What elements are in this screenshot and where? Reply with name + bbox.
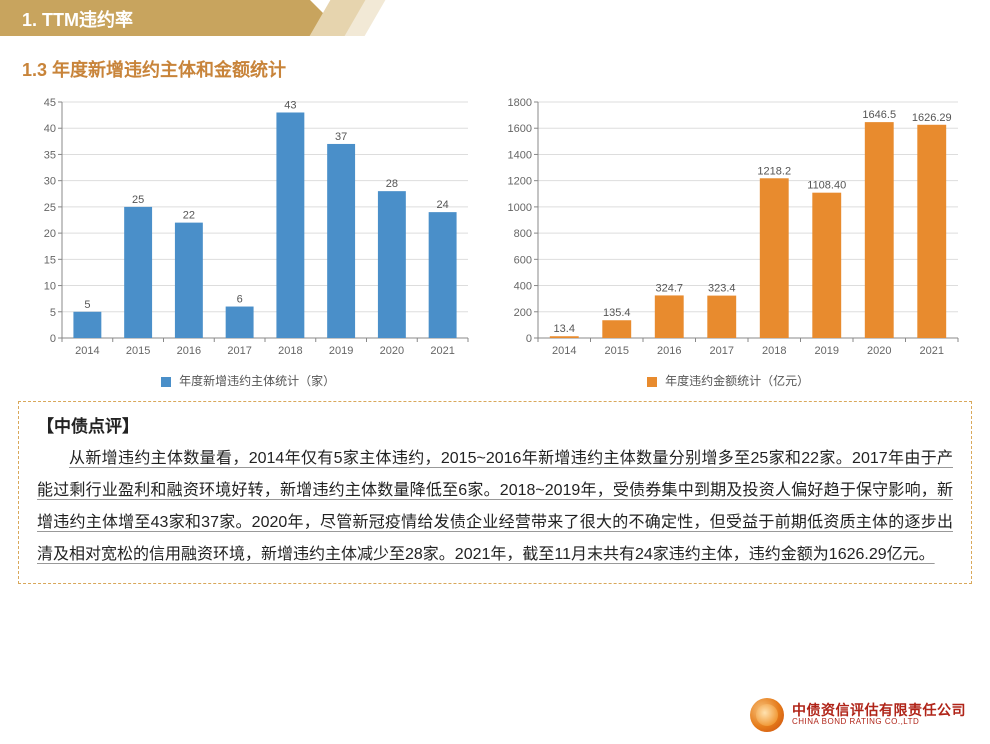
chart-default-amount: 0 200 400 600 800 1000 1200 1400 1600 1800 13.4 201… [488,88,968,389]
svg-text:1000: 1000 [508,202,532,214]
svg-text:1626.29: 1626.29 [912,112,952,124]
svg-text:37: 37 [335,131,347,143]
commentary-box: 【中债点评】 从新增违约主体数量看，2014年仅有5家主体违约，2015~201… [18,401,972,584]
svg-text:2014: 2014 [552,345,576,357]
svg-text:0: 0 [526,333,532,345]
svg-text:2016: 2016 [177,345,201,357]
chart-defaulting-entities: 0 5 10 15 20 25 30 35 40 45 5 2014 25 2015 22 2016 6 2017… [18,88,478,389]
svg-text:2018: 2018 [278,345,302,357]
logo-company-cn: 中债资信评估有限责任公司 [792,703,966,718]
footer-logo: 中债资信评估有限责任公司 CHINA BOND RATING CO.,LTD [750,698,966,732]
svg-text:2021: 2021 [430,345,454,357]
svg-text:400: 400 [514,281,532,293]
svg-text:1800: 1800 [508,97,532,109]
legend-label-right: 年度违约金额统计（亿元） [665,374,809,388]
svg-text:15: 15 [44,254,56,266]
svg-text:40: 40 [44,123,56,135]
svg-text:1646.5: 1646.5 [862,109,896,121]
svg-text:10: 10 [44,281,56,293]
svg-text:200: 200 [514,307,532,319]
logo-company-en: CHINA BOND RATING CO.,LTD [792,718,966,727]
legend-label-left: 年度新增违约主体统计（家） [179,374,335,388]
legend-swatch-right [647,377,657,387]
svg-text:5: 5 [50,307,56,319]
svg-text:1108.40: 1108.40 [807,180,846,192]
svg-text:45: 45 [44,97,56,109]
section-subtitle: 1.3 年度新增违约主体和金额统计 [22,56,990,82]
svg-text:2020: 2020 [867,345,891,357]
svg-text:35: 35 [44,149,56,161]
svg-text:2014: 2014 [75,345,99,357]
svg-text:2021: 2021 [920,345,944,357]
svg-text:2015: 2015 [126,345,150,357]
svg-text:6: 6 [237,294,243,306]
svg-text:600: 600 [514,254,532,266]
svg-text:2017: 2017 [710,345,734,357]
svg-text:0: 0 [50,333,56,345]
svg-text:2019: 2019 [329,345,353,357]
svg-text:30: 30 [44,176,56,188]
svg-text:1218.2: 1218.2 [757,165,791,177]
svg-text:24: 24 [437,199,449,211]
chart-left-legend: 年度新增违约主体统计（家） [18,372,478,389]
charts-row: 0 5 10 15 20 25 30 35 40 45 5 2014 25 2015 22 2016 6 2017… [0,88,990,389]
svg-text:2016: 2016 [657,345,681,357]
svg-text:25: 25 [132,194,144,206]
svg-text:2020: 2020 [380,345,404,357]
commentary-title: 【中债点评】 [37,412,953,437]
logo-text: 中债资信评估有限责任公司 CHINA BOND RATING CO.,LTD [792,703,966,727]
svg-text:2015: 2015 [605,345,629,357]
svg-text:43: 43 [284,99,296,111]
svg-text:1200: 1200 [508,176,532,188]
svg-text:25: 25 [44,202,56,214]
header-band: 1. TTM违约率 [0,0,990,36]
svg-text:2018: 2018 [762,345,786,357]
svg-text:135.4: 135.4 [603,307,631,319]
svg-text:2019: 2019 [815,345,839,357]
svg-text:5: 5 [84,299,90,311]
svg-text:800: 800 [514,228,532,240]
page-title: 1. TTM违约率 [22,6,133,32]
commentary-text: 从新增违约主体数量看，2014年仅有5家主体违约，2015~2016年新增违约主… [37,443,953,571]
svg-text:13.4: 13.4 [554,323,575,335]
svg-text:22: 22 [183,210,195,222]
svg-text:1400: 1400 [508,149,532,161]
svg-text:324.7: 324.7 [655,282,683,294]
svg-text:28: 28 [386,178,398,190]
legend-swatch-left [161,377,171,387]
chart-right-legend: 年度违约金额统计（亿元） [488,372,968,389]
svg-text:323.4: 323.4 [708,283,736,295]
logo-icon [750,698,784,732]
svg-text:20: 20 [44,228,56,240]
svg-text:1600: 1600 [508,123,532,135]
svg-text:2017: 2017 [227,345,251,357]
